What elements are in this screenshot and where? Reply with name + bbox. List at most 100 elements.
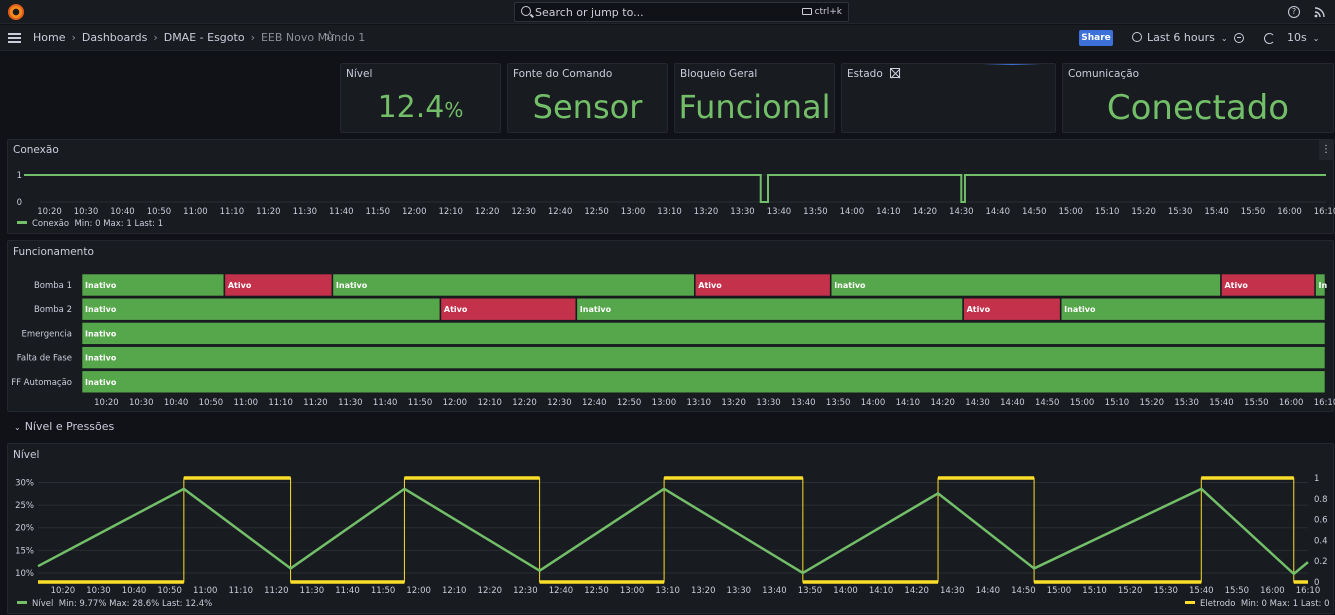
- panel-title: Comunicação: [1068, 68, 1140, 80]
- stat-value: Sensor: [532, 88, 643, 126]
- y-left-tick-label: 25%: [15, 501, 34, 511]
- state-segment[interactable]: [830, 273, 1221, 297]
- x-tick-label: 16:00: [1277, 207, 1302, 217]
- state-segment[interactable]: [81, 346, 1326, 369]
- x-tick-label: 14:50: [1011, 586, 1036, 596]
- state-segment[interactable]: [81, 297, 441, 321]
- help-icon[interactable]: ?: [1288, 6, 1300, 18]
- state-segment[interactable]: [963, 297, 1061, 321]
- more-vertical-icon[interactable]: ⋮: [1319, 140, 1333, 160]
- conexao-legend[interactable]: Conexão Min: 0 Max: 1 Last: 1: [17, 219, 163, 229]
- state-label: Inativo: [85, 378, 117, 387]
- x-tick-label: 14:30: [965, 398, 990, 408]
- x-tick-label: 10:20: [94, 398, 119, 408]
- legend-swatch: [1185, 601, 1195, 604]
- state-segment[interactable]: [332, 273, 695, 297]
- grafana-logo-icon[interactable]: [8, 4, 24, 20]
- x-tick-label: 15:50: [1244, 398, 1269, 408]
- refresh-interval-label: 10s: [1287, 31, 1307, 44]
- search-input[interactable]: Search or jump to... ctrl+k: [514, 2, 849, 22]
- x-tick-label: 13:50: [798, 586, 823, 596]
- nivel-legend[interactable]: Nível Min: 9.77% Max: 28.6% Last: 12.4%: [17, 599, 212, 609]
- stat-value: 12.4%: [341, 90, 500, 125]
- x-tick-label: 11:10: [229, 586, 254, 596]
- x-tick-label: 15:00: [1047, 586, 1072, 596]
- zoom-out-icon[interactable]: [1234, 33, 1244, 43]
- breadcrumb-dashboards[interactable]: Dashboards: [81, 31, 148, 44]
- panel-title: Bloqueio Geral: [680, 68, 758, 80]
- eletrodo-legend[interactable]: Eletrodo Min: 0 Max: 1 Last: 0: [1185, 599, 1330, 609]
- state-segment[interactable]: [576, 297, 963, 321]
- legend-swatch: [17, 221, 27, 224]
- x-tick-label: 11:10: [268, 398, 293, 408]
- x-tick-label: 13:40: [791, 398, 816, 408]
- chevron-down-icon: ⌄: [14, 423, 21, 432]
- keyboard-icon: [801, 8, 812, 15]
- state-segment[interactable]: [81, 273, 225, 297]
- y-left-tick-label: 10%: [15, 569, 34, 579]
- row-label: Bomba 1: [34, 281, 72, 291]
- conexao-chart[interactable]: 1 0 10:20 10:30 10:40 10:50 11:00 11:10 11:20 11:…: [8, 140, 1335, 235]
- nivel-chart[interactable]: 30% 25% 20% 15% 10% 1 0.8 0.6 0.4 0.2 0 10:20 10:30 1…: [8, 444, 1335, 615]
- x-tick-label: 14:50: [1035, 398, 1060, 408]
- time-picker[interactable]: Last 6 hours ⌄: [1132, 31, 1228, 44]
- x-tick-label: 10:50: [157, 586, 182, 596]
- x-tick-label: 12:40: [549, 586, 574, 596]
- stat-unit: %: [444, 98, 464, 122]
- funcionamento-chart[interactable]: Bomba 1 Inativo Ativo Inativo Ativo Inativo At…: [8, 241, 1335, 413]
- x-tick-label: 12:20: [475, 207, 500, 217]
- legend-stats: Min: 9.77% Max: 28.6% Last: 12.4%: [58, 599, 213, 609]
- x-tick-label: 14:30: [940, 586, 965, 596]
- state-segment[interactable]: [224, 273, 333, 297]
- x-tick-label: 12:20: [512, 398, 537, 408]
- x-tick-label: 14:40: [1000, 398, 1025, 408]
- menu-icon[interactable]: [8, 33, 21, 43]
- state-segment[interactable]: [1221, 273, 1315, 297]
- x-tick-label: 10:50: [199, 398, 224, 408]
- state-label: Inativo: [580, 305, 612, 314]
- x-tick-label: 12:00: [406, 586, 431, 596]
- refresh-interval-picker[interactable]: 10s ⌄: [1287, 31, 1319, 44]
- x-tick-label: 10:40: [122, 586, 147, 596]
- state-segment[interactable]: [694, 273, 831, 297]
- state-label: Ativo: [967, 305, 991, 314]
- state-segment[interactable]: [440, 297, 577, 321]
- x-tick-label: 13:20: [721, 398, 746, 408]
- breadcrumb-folder[interactable]: DMAE - Esgoto: [163, 31, 245, 44]
- x-tick-label: 14:30: [949, 207, 974, 217]
- x-tick-label: 15:50: [1225, 586, 1250, 596]
- state-label: Ativo: [444, 305, 468, 314]
- x-tick-label: 11:00: [234, 398, 259, 408]
- star-icon[interactable]: ☆: [324, 29, 336, 44]
- panel-title: Nível: [13, 449, 40, 461]
- row-label: Bomba 2: [34, 305, 72, 315]
- x-tick-label: 16:10: [1314, 398, 1335, 408]
- row-header-nivel-pressoes[interactable]: ⌄ Nível e Pressões: [14, 420, 114, 433]
- shortcut-label: ctrl+k: [814, 7, 842, 17]
- x-tick-label: 16:00: [1279, 398, 1304, 408]
- x-tick-label: 12:40: [548, 207, 573, 217]
- state-segment[interactable]: [1315, 273, 1326, 297]
- y-right-tick-label: 0: [1314, 578, 1319, 588]
- time-range-label: Last 6 hours: [1147, 31, 1215, 44]
- share-button[interactable]: Share: [1079, 30, 1113, 46]
- x-tick-label: 15:30: [1168, 207, 1193, 217]
- row-label: FF Automação: [11, 378, 72, 388]
- panel-title: Conexão: [13, 144, 59, 156]
- stat-value: Conectado: [1106, 88, 1290, 128]
- y-right-tick-label: 0.2: [1314, 557, 1328, 567]
- x-tick-label: 13:10: [655, 586, 680, 596]
- state-segment[interactable]: [1060, 297, 1326, 321]
- x-tick-label: 12:50: [584, 586, 609, 596]
- x-tick-label: 13:30: [730, 207, 755, 217]
- breadcrumb-home[interactable]: Home: [33, 31, 66, 44]
- x-tick-label: 14:40: [976, 586, 1001, 596]
- state-segment[interactable]: [81, 322, 1326, 345]
- panel-title: Nível: [346, 68, 373, 80]
- x-tick-label: 12:50: [584, 207, 609, 217]
- state-segment[interactable]: [81, 370, 1326, 394]
- rss-icon[interactable]: [1314, 6, 1326, 18]
- x-tick-label: 11:50: [371, 586, 396, 596]
- refresh-icon[interactable]: [1264, 33, 1275, 44]
- x-tick-label: 15:10: [1082, 586, 1107, 596]
